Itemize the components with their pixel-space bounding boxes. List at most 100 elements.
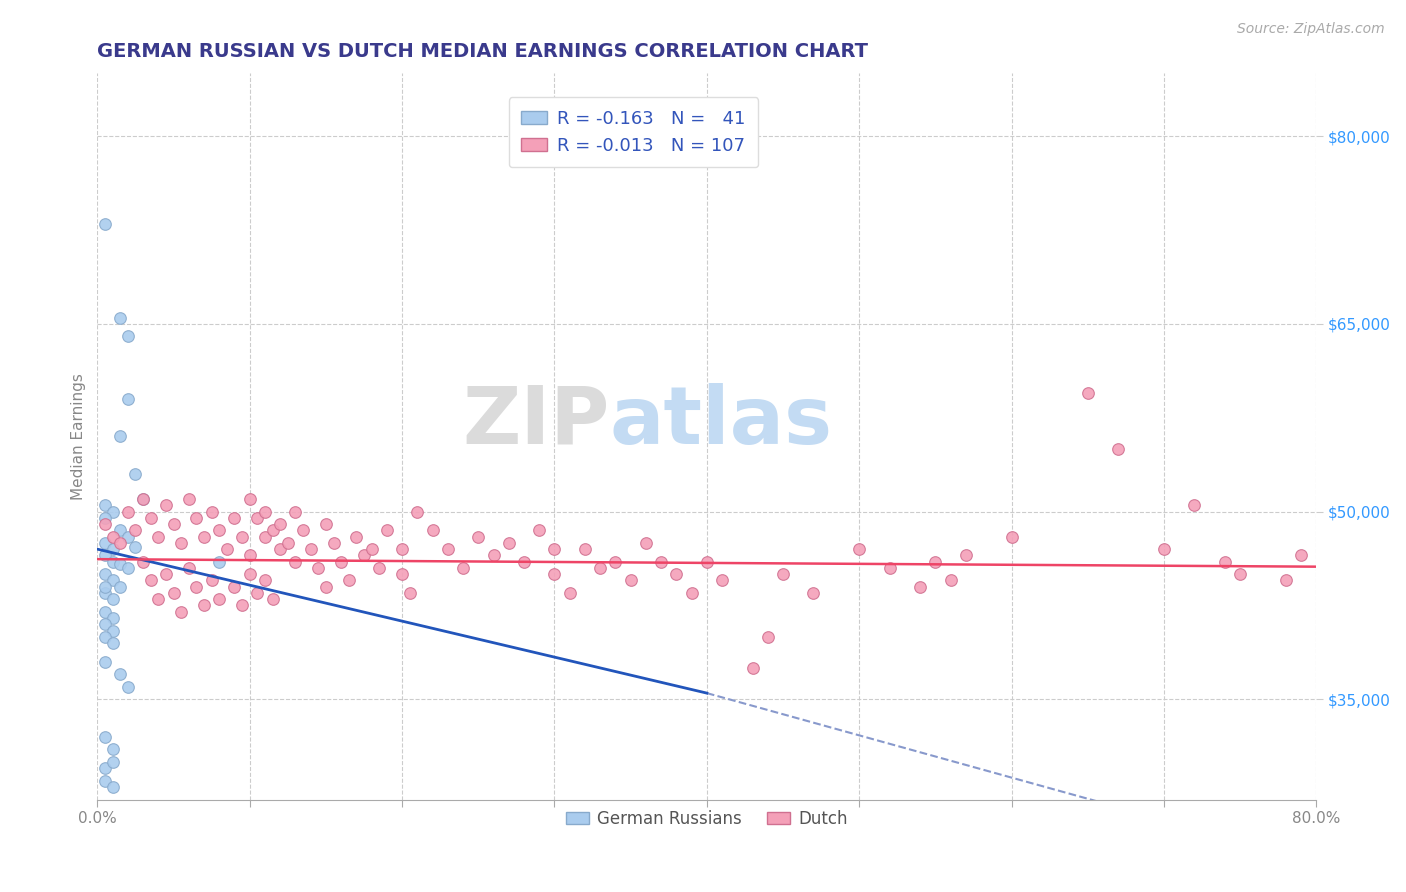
Point xyxy=(94,617,117,632)
Point xyxy=(132,491,155,506)
Point xyxy=(186,580,208,594)
Point xyxy=(558,586,581,600)
Point xyxy=(605,555,627,569)
Point xyxy=(208,555,231,569)
Point xyxy=(117,561,139,575)
Point xyxy=(170,536,193,550)
Point xyxy=(148,530,170,544)
Point xyxy=(939,574,962,588)
Y-axis label: Median Earnings: Median Earnings xyxy=(72,373,86,500)
Point xyxy=(139,574,162,588)
Point xyxy=(650,555,672,569)
Point xyxy=(94,761,117,775)
Point xyxy=(543,542,565,557)
Point xyxy=(574,542,596,557)
Text: Source: ZipAtlas.com: Source: ZipAtlas.com xyxy=(1237,22,1385,37)
Point xyxy=(1213,555,1236,569)
Point xyxy=(307,561,329,575)
Point xyxy=(246,511,269,525)
Point xyxy=(124,540,146,554)
Point xyxy=(529,524,551,538)
Point xyxy=(1184,499,1206,513)
Point xyxy=(253,505,276,519)
Point xyxy=(231,530,253,544)
Point xyxy=(231,599,253,613)
Point xyxy=(589,561,612,575)
Point xyxy=(451,561,474,575)
Point xyxy=(246,586,269,600)
Point xyxy=(155,499,177,513)
Point xyxy=(543,567,565,582)
Point xyxy=(101,611,124,625)
Point xyxy=(101,755,124,769)
Point xyxy=(1289,549,1312,563)
Point xyxy=(253,574,276,588)
Point xyxy=(879,561,901,575)
Point xyxy=(1077,385,1099,400)
Point xyxy=(101,530,124,544)
Point xyxy=(284,505,307,519)
Point xyxy=(94,605,117,619)
Point xyxy=(239,491,262,506)
Point xyxy=(94,580,117,594)
Point xyxy=(375,524,398,538)
Point xyxy=(101,574,124,588)
Point xyxy=(155,567,177,582)
Point xyxy=(94,630,117,644)
Point xyxy=(101,555,124,569)
Point xyxy=(772,567,794,582)
Point xyxy=(124,524,146,538)
Point xyxy=(741,661,763,675)
Text: GERMAN RUSSIAN VS DUTCH MEDIAN EARNINGS CORRELATION CHART: GERMAN RUSSIAN VS DUTCH MEDIAN EARNINGS … xyxy=(97,42,869,61)
Point xyxy=(94,511,117,525)
Text: atlas: atlas xyxy=(609,383,832,461)
Point xyxy=(711,574,734,588)
Point xyxy=(269,517,291,532)
Point xyxy=(330,555,353,569)
Point xyxy=(368,561,391,575)
Point xyxy=(94,586,117,600)
Point xyxy=(101,780,124,794)
Point xyxy=(1229,567,1251,582)
Point xyxy=(422,524,444,538)
Point xyxy=(132,555,155,569)
Point xyxy=(391,542,413,557)
Point xyxy=(94,567,117,582)
Point xyxy=(360,542,382,557)
Point xyxy=(924,555,946,569)
Point xyxy=(436,542,458,557)
Point xyxy=(681,586,703,600)
Point xyxy=(193,530,215,544)
Point xyxy=(170,605,193,619)
Point xyxy=(239,549,262,563)
Point xyxy=(162,517,184,532)
Point xyxy=(108,667,131,681)
Point xyxy=(117,530,139,544)
Point xyxy=(117,329,139,343)
Point xyxy=(117,505,139,519)
Point xyxy=(108,557,131,571)
Point xyxy=(391,567,413,582)
Point xyxy=(186,511,208,525)
Point xyxy=(101,542,124,557)
Point xyxy=(139,511,162,525)
Point xyxy=(94,773,117,788)
Point xyxy=(322,536,344,550)
Point xyxy=(1153,542,1175,557)
Point xyxy=(201,505,224,519)
Point xyxy=(101,592,124,607)
Point xyxy=(1107,442,1129,456)
Point xyxy=(101,636,124,650)
Point xyxy=(955,549,977,563)
Point xyxy=(215,542,238,557)
Point xyxy=(124,467,146,481)
Point xyxy=(108,524,131,538)
Point xyxy=(239,567,262,582)
Point xyxy=(353,549,375,563)
Point xyxy=(117,680,139,694)
Point xyxy=(634,536,657,550)
Point xyxy=(94,536,117,550)
Point xyxy=(108,429,131,443)
Point xyxy=(498,536,520,550)
Point xyxy=(94,499,117,513)
